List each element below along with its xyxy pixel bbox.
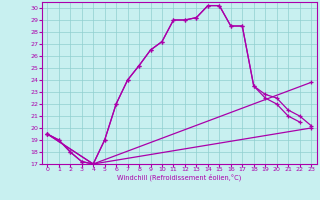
X-axis label: Windchill (Refroidissement éolien,°C): Windchill (Refroidissement éolien,°C) — [117, 174, 241, 181]
